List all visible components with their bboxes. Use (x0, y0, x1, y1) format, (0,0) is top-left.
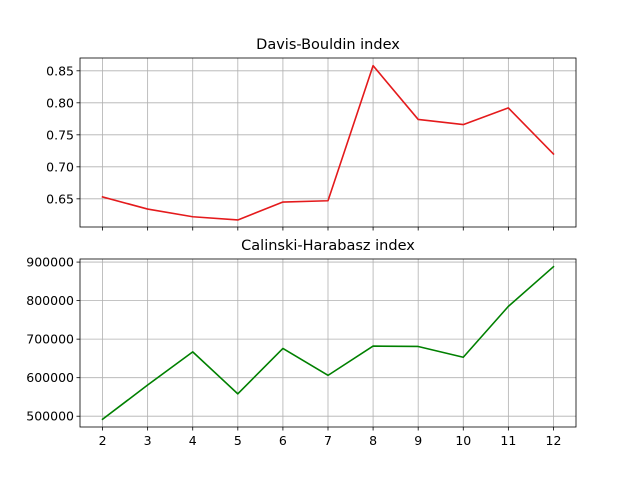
x-tick-label: 9 (414, 433, 422, 448)
x-tick-label: 5 (234, 433, 242, 448)
y-tick-label: 800000 (26, 293, 74, 308)
y-tick-label: 700000 (26, 332, 74, 347)
chart-title: Davis-Bouldin index (256, 37, 400, 53)
y-tick-label: 500000 (26, 409, 74, 424)
y-tick-label: 900000 (26, 255, 74, 270)
y-tick-label: 600000 (26, 370, 74, 385)
x-tick-label: 8 (369, 433, 377, 448)
x-tick-label: 4 (189, 433, 197, 448)
x-tick-label: 12 (546, 433, 562, 448)
x-tick-label: 7 (324, 433, 332, 448)
davis-bouldin-panel: Davis-Bouldin index 0.65 0.70 0.75 0.80 0.85 (46, 37, 577, 231)
x-tick-label: 10 (455, 433, 471, 448)
davis-bouldin-series-line (101, 64, 555, 221)
y-tick-label: 0.80 (46, 95, 74, 110)
x-tick-label: 2 (99, 433, 107, 448)
x-tick-label: 3 (144, 433, 152, 448)
y-tick-label: 0.85 (46, 63, 74, 78)
x-tick-label: 11 (500, 433, 516, 448)
x-tick-label: 6 (279, 433, 287, 448)
y-tick-label: 0.65 (46, 191, 74, 206)
chart-title: Calinski-Harabasz index (241, 238, 415, 254)
y-tick-label: 0.70 (46, 159, 74, 174)
y-tick-label: 0.75 (46, 127, 74, 142)
calinski-harabasz-panel: Calinski-Harabasz index 500000 600000 7000… (26, 238, 577, 448)
calinski-harabasz-series-line (101, 265, 555, 421)
